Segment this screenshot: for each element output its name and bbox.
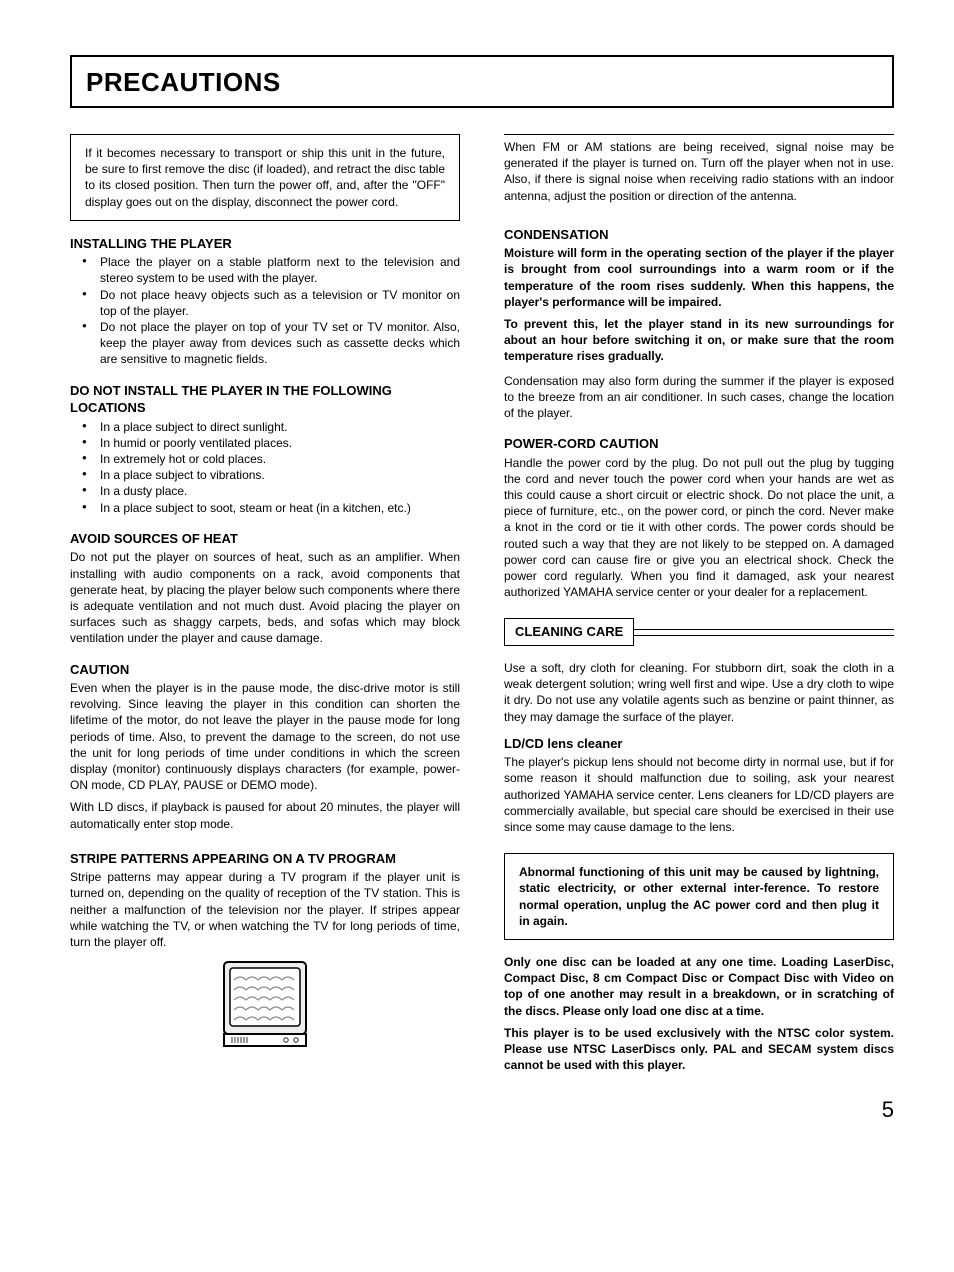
donot-list: In a place subject to direct sunlight. I… <box>70 419 460 516</box>
warning-box: Abnormal functioning of this unit may be… <box>504 853 894 940</box>
list-item: Do not place the player on top of your T… <box>70 319 460 368</box>
heading-powercord: POWER-CORD CAUTION <box>504 435 894 453</box>
tv-icon <box>222 960 308 1048</box>
heading-installing: INSTALLING THE PLAYER <box>70 235 460 253</box>
columns: If it becomes necessary to transport or … <box>70 134 894 1079</box>
final-note-1: Only one disc can be loaded at any one t… <box>504 954 894 1019</box>
list-item: Do not place heavy objects such as a tel… <box>70 287 460 319</box>
list-item: In extremely hot or cold places. <box>70 451 460 467</box>
list-item: In a place subject to vibrations. <box>70 467 460 483</box>
condensation-bold-1: Moisture will form in the operating sect… <box>504 245 894 310</box>
shipping-note-text: If it becomes necessary to transport or … <box>85 145 445 210</box>
list-item: Place the player on a stable platform ne… <box>70 254 460 286</box>
stripe-body: Stripe patterns may appear during a TV p… <box>70 869 460 950</box>
cleaning-care-label: CLEANING CARE <box>504 618 634 646</box>
heading-donot-install: DO NOT INSTALL THE PLAYER IN THE FOLLOWI… <box>70 382 460 417</box>
heading-heat: AVOID SOURCES OF HEAT <box>70 530 460 548</box>
caution-body-1: Even when the player is in the pause mod… <box>70 680 460 793</box>
cleaning-body: Use a soft, dry cloth for cleaning. For … <box>504 660 894 725</box>
powercord-body: Handle the power cord by the plug. Do no… <box>504 455 894 601</box>
heading-caution: CAUTION <box>70 661 460 679</box>
heading-stripe: STRIPE PATTERNS APPEARING ON A TV PROGRA… <box>70 850 460 868</box>
heading-condensation: CONDENSATION <box>504 226 894 244</box>
page: PRECAUTIONS If it becomes necessary to t… <box>0 0 954 1163</box>
lens-body: The player's pickup lens should not beco… <box>504 754 894 835</box>
page-number: 5 <box>70 1097 894 1123</box>
title-frame: PRECAUTIONS <box>70 55 894 108</box>
tv-figure <box>70 960 460 1048</box>
page-title: PRECAUTIONS <box>86 67 878 98</box>
list-item: In a place subject to direct sunlight. <box>70 419 460 435</box>
final-note-2: This player is to be used exclusively wi… <box>504 1025 894 1074</box>
list-item: In a place subject to soot, steam or hea… <box>70 500 460 516</box>
shipping-note-box: If it becomes necessary to transport or … <box>70 134 460 221</box>
list-item: In humid or poorly ventilated places. <box>70 435 460 451</box>
warning-text: Abnormal functioning of this unit may be… <box>519 865 879 928</box>
heat-body: Do not put the player on sources of heat… <box>70 549 460 646</box>
condensation-body: Condensation may also form during the su… <box>504 373 894 422</box>
divider <box>504 134 894 135</box>
condensation-bold-2: To prevent this, let the player stand in… <box>504 316 894 365</box>
fm-body: When FM or AM stations are being receive… <box>504 139 894 204</box>
left-column: If it becomes necessary to transport or … <box>70 134 460 1079</box>
caution-body-2: With LD discs, if playback is paused for… <box>70 799 460 831</box>
list-item: In a dusty place. <box>70 483 460 499</box>
cleaning-care-heading: CLEANING CARE <box>504 618 894 646</box>
install-list: Place the player on a stable platform ne… <box>70 254 460 367</box>
cleaning-care-lines <box>634 629 894 636</box>
heading-lens-cleaner: LD/CD lens cleaner <box>504 735 894 753</box>
right-column: When FM or AM stations are being receive… <box>504 134 894 1079</box>
